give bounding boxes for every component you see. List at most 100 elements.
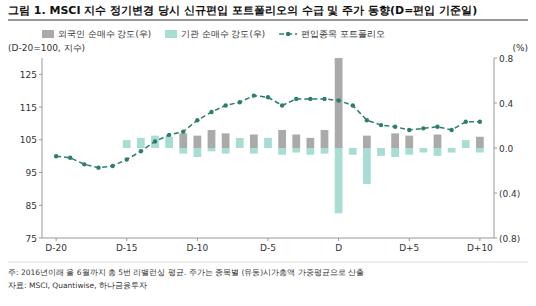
x-tick (338, 238, 339, 241)
bar (278, 148, 286, 155)
x-tick-label: D+10 (467, 243, 493, 253)
point (336, 98, 340, 102)
x-tick-label: D-10 (187, 243, 209, 253)
legend-swatch (42, 30, 54, 38)
bar (405, 136, 413, 148)
point (266, 95, 270, 99)
point (209, 110, 213, 114)
y2-tick-label: 0.8 (499, 54, 514, 64)
point (280, 103, 284, 107)
point (68, 156, 72, 160)
bar (222, 148, 230, 154)
legend-label: 편입종목 포트폴리오 (301, 29, 385, 39)
point (223, 103, 227, 107)
point (82, 162, 86, 166)
point (435, 125, 439, 129)
bar (193, 148, 201, 157)
point (139, 149, 143, 153)
bar (306, 138, 314, 148)
bar (321, 148, 329, 154)
bar (306, 148, 314, 155)
point (379, 123, 383, 127)
legend-label: 외국인 순매수 강도(우) (58, 29, 151, 39)
point (125, 157, 129, 161)
bar (363, 136, 371, 148)
bar (80, 148, 88, 149)
x-tick-label: D-15 (116, 243, 138, 253)
bar (52, 148, 60, 149)
bar (264, 138, 272, 148)
bar (179, 133, 187, 148)
bar (278, 130, 286, 148)
title: 그림 1. MSCI 지수 정기변경 당시 신규편입 포트폴리오의 수급 및 주… (8, 4, 477, 17)
bar (434, 135, 442, 149)
bar (335, 58, 343, 148)
point (96, 165, 100, 169)
bar (292, 148, 300, 153)
y-tick (39, 74, 42, 75)
point (181, 129, 185, 133)
y-tick-label: 75 (26, 234, 37, 244)
x-tick-label: D+5 (399, 243, 419, 253)
bar (476, 137, 484, 148)
bar (95, 148, 103, 149)
chart: 그림 1. MSCI 지수 정기변경 당시 신규편입 포트폴리오의 수급 및 주… (0, 0, 536, 306)
y-tick (39, 107, 42, 108)
bar (80, 148, 88, 149)
bar (349, 148, 357, 155)
bar (250, 135, 258, 149)
bar (123, 140, 131, 148)
point (464, 120, 468, 124)
bar (109, 148, 117, 149)
bar (208, 148, 216, 151)
bar (179, 148, 187, 154)
y2-tick (494, 238, 497, 239)
y2-tick-label: 0.0 (499, 144, 514, 154)
bar (321, 130, 329, 148)
top-rule (8, 19, 528, 20)
legend-marker (286, 32, 290, 36)
legend: 외국인 순매수 강도(우) 기관 순매수 강도(우) 편입종목 포트폴리오 (42, 29, 385, 39)
bar (52, 148, 60, 149)
x-tick-label: D-20 (45, 243, 67, 253)
background (0, 0, 536, 306)
point (238, 100, 242, 104)
bar (462, 140, 470, 148)
bar (222, 133, 230, 148)
legend-swatch (165, 30, 177, 38)
x-tick-label: D (335, 243, 342, 253)
bar (66, 148, 74, 149)
y-tick-label: 95 (26, 168, 37, 178)
y-tick (39, 172, 42, 173)
x-tick (126, 238, 127, 241)
point (478, 120, 482, 124)
bar (476, 148, 484, 153)
x-tick (56, 238, 57, 241)
y2-tick (494, 193, 497, 194)
point (449, 128, 453, 132)
plot-area (54, 58, 484, 213)
x-tick (409, 238, 410, 241)
point (294, 97, 298, 101)
bar (66, 148, 74, 149)
point (252, 93, 256, 97)
bar (109, 148, 117, 149)
x-tick-label: D-5 (260, 243, 276, 253)
point (153, 139, 157, 143)
point (421, 126, 425, 130)
y2-tick-label: (0.8) (499, 234, 520, 244)
point (393, 125, 397, 129)
y2-tick (494, 103, 497, 104)
legend-label: 기관 순매수 강도(우) (181, 29, 265, 39)
point (407, 128, 411, 132)
y-tick (39, 205, 42, 206)
y-tick-label: 125 (20, 70, 37, 80)
bar (137, 138, 145, 148)
bar (95, 148, 103, 149)
bar (250, 148, 258, 154)
y-tick (39, 238, 42, 239)
x-tick (479, 238, 480, 241)
bar (391, 148, 399, 157)
y2-tick-label: (0.4) (499, 189, 520, 199)
point (195, 118, 199, 122)
